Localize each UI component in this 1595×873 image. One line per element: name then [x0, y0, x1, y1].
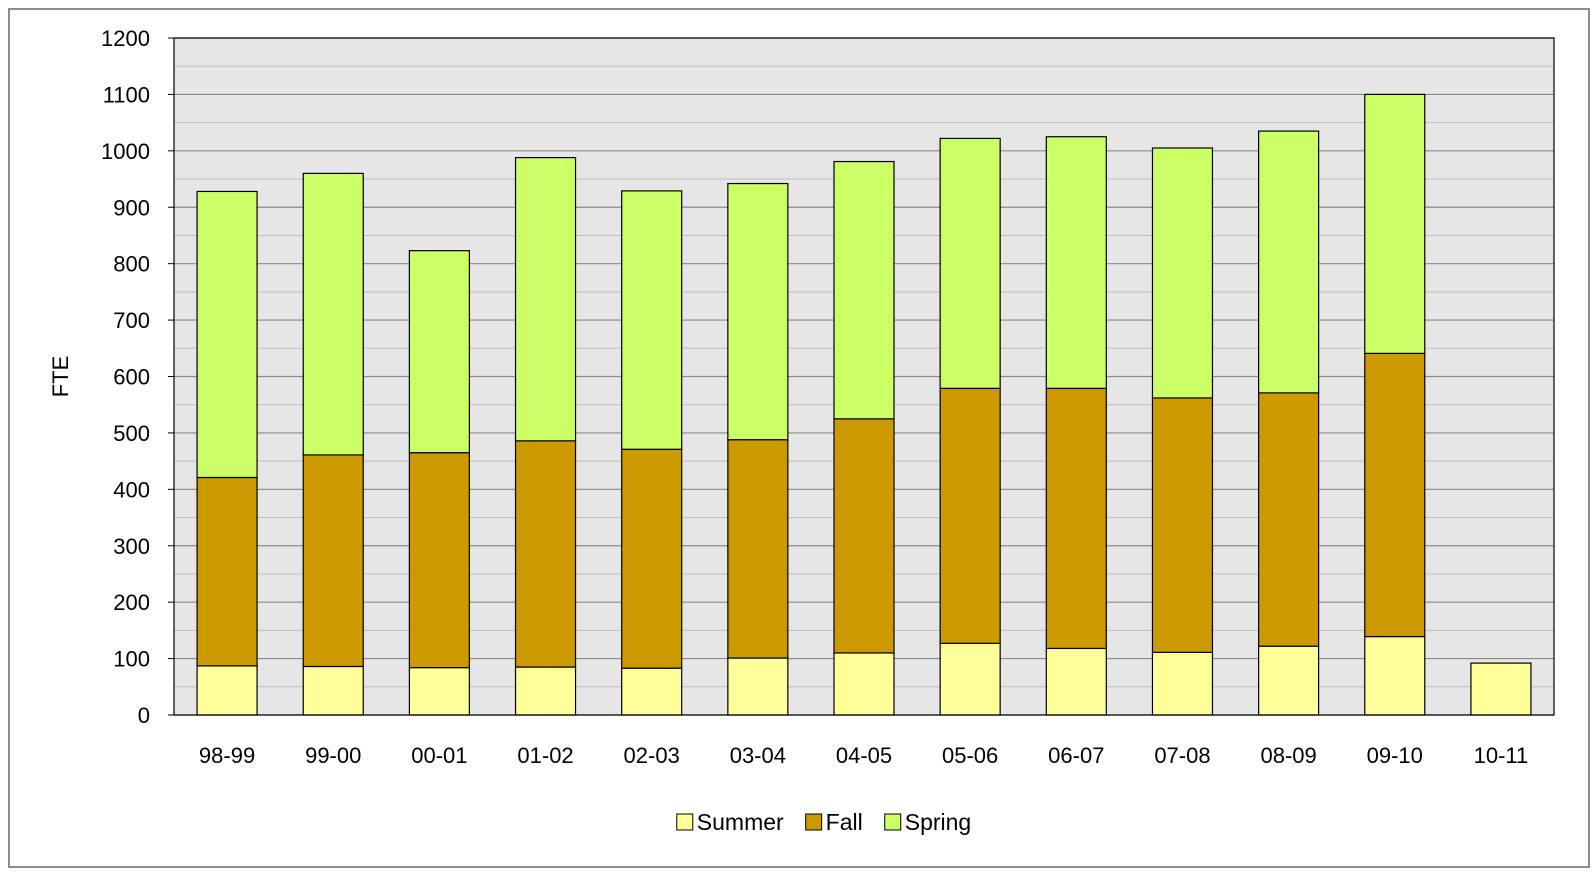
bar-spring: [1258, 130, 1320, 394]
bar-summer: [1364, 635, 1426, 716]
bar-spring: [727, 182, 789, 441]
y-axis-ticks: 0 100 200 300 400 500 600 700 800 900 1000 1100 1200: [101, 26, 174, 728]
y-tick-label: 1100: [103, 82, 150, 107]
bar-fall: [727, 439, 789, 659]
x-tick-label: 07-08: [1154, 743, 1210, 768]
legend-label: Summer: [697, 809, 784, 835]
bar-fall: [833, 418, 895, 654]
bar-summer: [939, 642, 1001, 716]
y-tick-label: 0: [138, 703, 150, 728]
bar-spring: [621, 190, 683, 450]
bar-fall: [1364, 352, 1426, 638]
x-axis-ticks: 98-99 99-00 00-01 01-02 02-03 03-04 04-05 05-06…: [199, 743, 1528, 768]
bar-spring: [196, 190, 258, 479]
stacked-bar-chart: 0 100 200 300 400 500 600 700 800 900 1000 1100 1200…: [48, 26, 1555, 835]
bar-fall: [302, 454, 364, 668]
x-tick-label: 06-07: [1048, 743, 1104, 768]
bar-spring: [1151, 147, 1214, 399]
x-tick-label: 09-10: [1367, 743, 1423, 768]
legend-label: Fall: [826, 809, 863, 835]
bar-summer: [1258, 645, 1320, 716]
legend-label: Spring: [905, 809, 971, 835]
x-tick-label: 99-00: [305, 743, 361, 768]
y-tick-label: 700: [113, 308, 150, 333]
bar-fall: [514, 440, 577, 668]
x-tick-label: 98-99: [199, 743, 255, 768]
x-tick-label: 03-04: [730, 743, 786, 768]
bar-spring: [833, 160, 895, 420]
x-tick-label: 02-03: [624, 743, 680, 768]
legend-swatch: [884, 813, 902, 831]
y-tick-label: 1200: [101, 26, 150, 51]
legend-item-spring: Spring: [884, 809, 971, 835]
bar-summer: [1151, 651, 1214, 716]
bar-spring: [302, 172, 364, 456]
bar-fall: [408, 452, 470, 669]
bar-summer: [833, 652, 895, 716]
bar-summer: [514, 666, 577, 716]
bar-fall: [621, 448, 683, 669]
bar-summer: [621, 667, 683, 716]
legend-swatch: [805, 813, 823, 831]
chart-frame: 0 100 200 300 400 500 600 700 800 900 1000 1100 1200…: [8, 8, 1590, 868]
y-axis-title: FTE: [48, 356, 73, 398]
legend-swatch: [676, 813, 694, 831]
bar-summer: [196, 665, 258, 716]
x-tick-label: 01-02: [517, 743, 573, 768]
y-tick-label: 400: [113, 477, 150, 502]
y-tick-label: 1000: [101, 139, 150, 164]
y-tick-label: 200: [113, 590, 150, 615]
bar-summer: [1470, 662, 1532, 716]
bar-fall: [1151, 397, 1214, 653]
bar-fall: [1045, 387, 1107, 650]
x-tick-label: 10-11: [1474, 743, 1529, 768]
legend: Summer Fall Spring: [676, 809, 971, 835]
bar-fall: [939, 387, 1001, 644]
legend-item-summer: Summer: [676, 809, 784, 835]
x-tick-label: 08-09: [1260, 743, 1316, 768]
y-tick-label: 100: [113, 647, 150, 672]
y-tick-label: 800: [113, 252, 150, 277]
x-tick-label: 00-01: [411, 743, 467, 768]
y-tick-label: 900: [113, 195, 150, 220]
bar-spring: [408, 250, 470, 454]
y-tick-label: 500: [113, 421, 150, 446]
bar-summer: [408, 667, 470, 716]
bar-summer: [302, 665, 364, 716]
bars: [196, 93, 1532, 716]
bar-summer: [727, 657, 789, 716]
x-tick-label: 04-05: [836, 743, 892, 768]
legend-item-fall: Fall: [805, 809, 863, 835]
bar-spring: [1364, 93, 1426, 354]
bar-summer: [1045, 647, 1107, 716]
bar-spring: [939, 137, 1001, 389]
y-tick-label: 600: [113, 365, 150, 390]
x-tick-label: 05-06: [942, 743, 998, 768]
bar-spring: [514, 157, 577, 442]
bar-fall: [196, 476, 258, 667]
bar-spring: [1045, 136, 1107, 389]
bar-fall: [1258, 392, 1320, 647]
y-tick-label: 300: [113, 534, 150, 559]
